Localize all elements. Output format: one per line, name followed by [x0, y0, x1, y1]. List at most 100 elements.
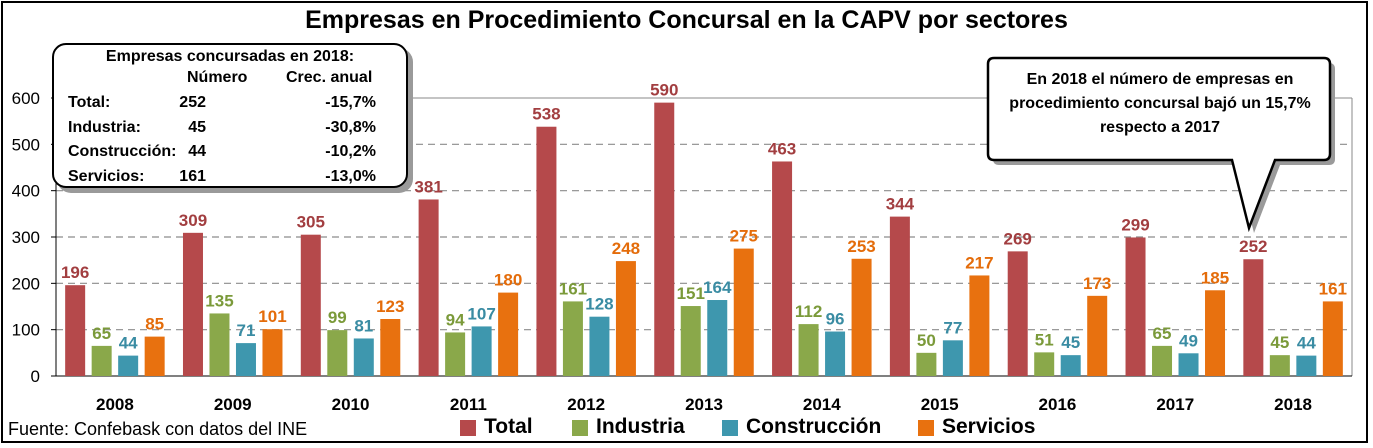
summary-row-numero: 161 [179, 167, 206, 185]
data-label: 538 [532, 105, 560, 124]
data-label: 196 [61, 263, 89, 282]
x-tick-label: 2008 [96, 395, 134, 414]
bar-total [772, 161, 793, 376]
summary-row-crec: -30,8% [325, 118, 376, 136]
data-label: 299 [1121, 215, 1149, 234]
data-label: 253 [847, 237, 875, 256]
bar-industria [562, 301, 583, 376]
bar-construcción [1296, 355, 1317, 376]
x-tick-label: 2010 [332, 395, 370, 414]
data-label: 217 [965, 253, 993, 272]
bar-servicios [144, 336, 165, 376]
bar-total [300, 234, 321, 376]
bar-construcción [118, 355, 139, 376]
summary-row-crec: -13,0% [325, 167, 376, 185]
bar-servicios [851, 258, 872, 376]
bar-industria [798, 324, 819, 376]
data-label: 252 [1239, 237, 1267, 256]
bar-industria [680, 306, 701, 376]
data-label: 49 [1179, 331, 1198, 350]
bar-industria [916, 352, 937, 376]
bar-industria [91, 345, 112, 376]
x-tick-label: 2018 [1274, 395, 1312, 414]
data-label: 161 [1319, 279, 1347, 298]
summary-row: Servicios: 161 -13,0% [54, 168, 406, 190]
bar-total [889, 216, 910, 376]
data-label: 85 [145, 315, 164, 334]
data-label: 123 [376, 297, 404, 316]
data-label: 45 [1061, 333, 1080, 352]
bar-construcción [942, 340, 963, 376]
data-label: 107 [467, 304, 495, 323]
source-note: Fuente: Confebask con datos del INE [8, 419, 308, 439]
y-tick-label: 100 [12, 321, 40, 340]
data-label: 77 [943, 318, 962, 337]
data-label: 151 [677, 284, 705, 303]
bar-total [1125, 237, 1146, 376]
data-label: 185 [1201, 268, 1229, 287]
summary-row-numero: 45 [188, 118, 206, 136]
bar-servicios [615, 261, 636, 376]
data-label: 65 [92, 324, 111, 343]
data-label: 173 [1083, 274, 1111, 293]
summary-row-label: Construcción: [68, 143, 177, 160]
col-numero-header: Número [187, 69, 248, 86]
callout-line-3: respecto a 2017 [1099, 119, 1221, 136]
bar-servicios [380, 319, 401, 376]
bar-industria [1269, 355, 1290, 376]
legend-label-construccion: Construcción [746, 415, 882, 438]
bar-total [1007, 251, 1028, 376]
data-label: 463 [768, 139, 796, 158]
data-label: 309 [179, 211, 207, 230]
bar-industria [445, 332, 466, 376]
summary-row: Industria: 45 -30,8% [54, 119, 406, 141]
bar-construcción [589, 316, 610, 376]
data-label: 248 [612, 239, 640, 258]
data-label: 65 [1153, 324, 1172, 343]
y-tick-label: 300 [12, 228, 40, 247]
bars [65, 102, 1343, 376]
y-tick-label: 500 [12, 135, 40, 154]
summary-row-crec: -15,7% [325, 94, 376, 111]
y-tick-label: 400 [12, 182, 40, 201]
x-tick-label: 2015 [921, 395, 959, 414]
data-label: 81 [354, 316, 373, 335]
bar-industria [327, 330, 348, 376]
data-label: 161 [559, 279, 587, 298]
x-tick-label: 2012 [567, 395, 605, 414]
data-label: 44 [1297, 334, 1316, 353]
x-tick-label: 2009 [214, 395, 252, 414]
legend-swatch-construccion [722, 420, 738, 436]
data-label: 269 [1004, 229, 1032, 248]
callout-bubble [986, 56, 1335, 233]
bar-servicios [262, 329, 283, 376]
bar-construcción [1060, 355, 1081, 376]
data-label: 128 [585, 295, 613, 314]
data-label: 50 [917, 331, 936, 350]
summary-row: Construcción: 44 -10,2% [54, 143, 406, 165]
data-label: 71 [237, 321, 256, 340]
bar-construcción [707, 300, 728, 376]
summary-row-label: Industria: [68, 118, 141, 136]
bar-servicios [1205, 290, 1226, 376]
bar-total [536, 126, 557, 376]
summary-row-crec: -10,2% [325, 143, 376, 160]
legend-label-industria: Industria [596, 415, 685, 438]
data-label: 96 [826, 310, 845, 329]
legend-label-total: Total [484, 415, 533, 438]
data-label: 44 [119, 334, 138, 353]
bar-servicios [1322, 301, 1343, 376]
y-tick-label: 0 [31, 367, 40, 386]
data-label: 180 [494, 271, 522, 290]
data-label: 94 [446, 310, 465, 329]
bar-industria [1034, 352, 1055, 376]
data-label: 99 [328, 308, 347, 327]
summary-row-numero: 252 [179, 94, 206, 111]
summary-header: Empresas concursadas en 2018: [105, 48, 355, 65]
data-label: 112 [795, 302, 822, 321]
bar-construcción [471, 326, 492, 376]
summary-row-label: Servicios: [68, 167, 145, 185]
data-label: 344 [886, 195, 915, 214]
x-tick-label: 2014 [803, 395, 841, 414]
